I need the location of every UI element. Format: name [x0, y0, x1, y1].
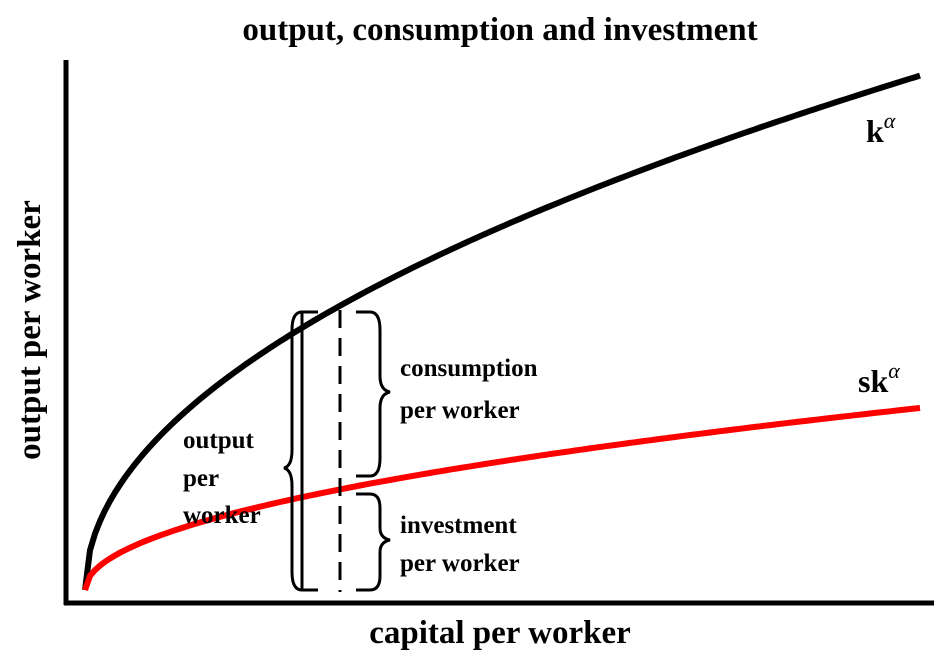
x-axis-label: capital per worker — [369, 615, 631, 650]
annotation: per — [183, 465, 219, 492]
investment-brace — [356, 492, 391, 592]
consumption-brace — [356, 310, 391, 478]
curve-label-base: sk — [858, 363, 888, 399]
left-bracket — [300, 310, 318, 592]
annotation: per worker — [400, 397, 520, 424]
annotation: investment — [400, 512, 517, 539]
investment-curve — [82, 405, 921, 592]
output-curve — [82, 72, 921, 591]
curve-label: skα — [858, 358, 900, 399]
title: output, consumption and investment — [242, 12, 757, 48]
curve-label-exponent: α — [884, 108, 896, 133]
annotation: output — [183, 427, 255, 454]
output-brace — [283, 310, 303, 592]
curve-label-base: k — [866, 113, 884, 149]
annotation: consumption — [400, 355, 538, 382]
annotation: worker — [183, 502, 261, 529]
curve-label-exponent: α — [888, 358, 900, 383]
y-axis-label: output per worker — [12, 200, 48, 460]
curve-label: kα — [866, 108, 896, 149]
annotation: per worker — [400, 550, 520, 577]
